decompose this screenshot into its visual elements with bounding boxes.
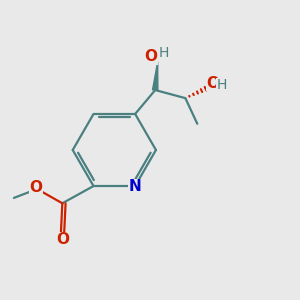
Text: O: O <box>56 232 69 247</box>
Text: H: H <box>217 78 227 92</box>
Text: N: N <box>129 179 142 194</box>
Text: O: O <box>145 49 158 64</box>
Text: H: H <box>158 46 169 60</box>
Text: O: O <box>29 180 42 195</box>
Text: O: O <box>207 76 220 91</box>
Polygon shape <box>152 62 158 90</box>
